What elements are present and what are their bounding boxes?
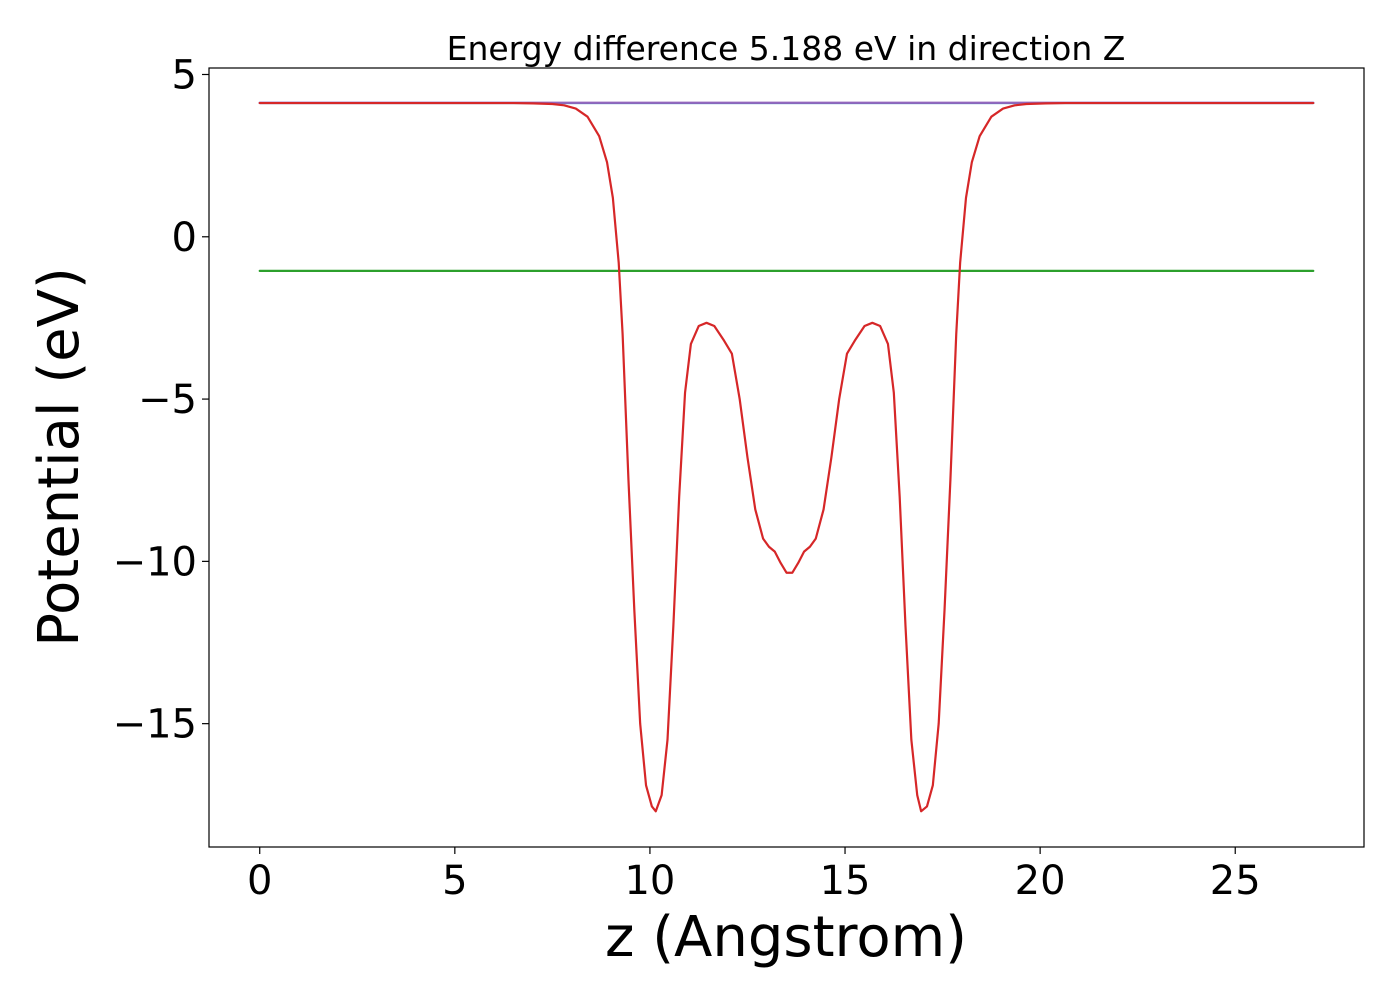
y-tick-label: −10 [113,539,197,585]
x-tick-label: 20 [1015,858,1066,904]
y-axis-title: Potential (eV) [27,267,92,647]
x-axis: 0 5 10 15 20 25 [247,847,1261,904]
y-tick-label: −5 [138,377,197,423]
x-tick-label: 0 [247,858,272,904]
y-tick-label: 5 [172,52,197,98]
x-tick-label: 5 [442,858,467,904]
y-axis: 5 0 −5 −10 −15 [113,52,209,748]
x-axis-title: z (Angstrom) [605,905,967,970]
y-tick-label: 0 [172,215,197,261]
plot-frame [208,67,1365,848]
y-tick-label: −15 [113,702,197,748]
x-tick-label: 15 [820,858,871,904]
series-layer [258,101,1315,813]
x-tick-label: 10 [624,858,675,904]
series-line-4 [258,101,1315,813]
x-tick-label: 25 [1210,858,1261,904]
chart-title: Energy difference 5.188 eV in direction … [447,29,1126,68]
